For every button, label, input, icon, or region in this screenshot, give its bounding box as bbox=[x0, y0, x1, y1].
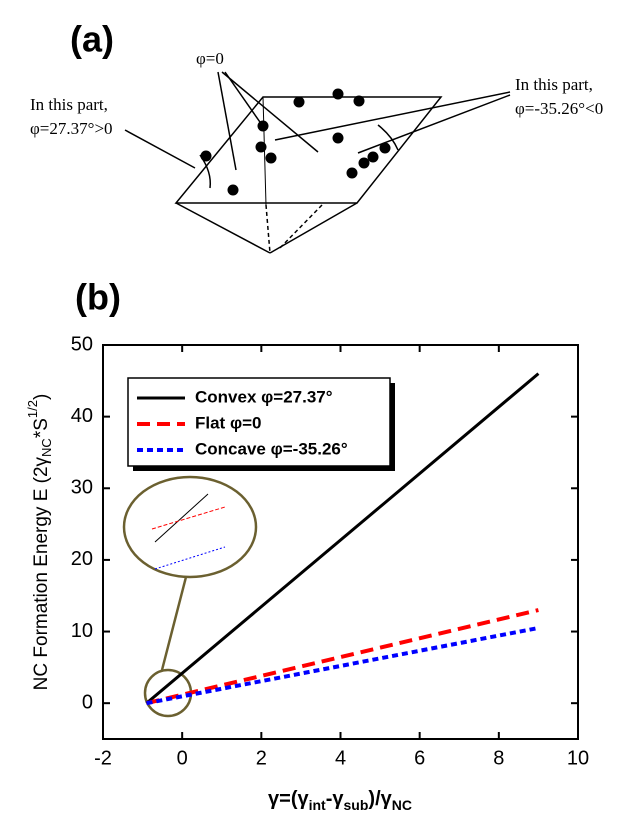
legend: Convex φ=27.37° Flat φ=0 Concave φ=-35.26° bbox=[127, 377, 395, 471]
x-tick-label: -2 bbox=[94, 747, 112, 769]
particles bbox=[200, 88, 391, 196]
y-tick-label: 40 bbox=[71, 405, 93, 427]
x-tick-label: 10 bbox=[567, 747, 589, 769]
left-label: In this part, bbox=[30, 95, 108, 114]
series-line bbox=[146, 608, 539, 706]
flat-label: φ=0 bbox=[196, 49, 224, 68]
x-tick-label: 8 bbox=[493, 747, 504, 769]
y-tick-label: 50 bbox=[71, 333, 93, 355]
right-label: φ=-35.26°<0 bbox=[515, 99, 603, 118]
x-tick-label: 2 bbox=[256, 747, 267, 769]
x-tick-label: 6 bbox=[414, 747, 425, 769]
right-label: In this part, bbox=[515, 75, 593, 94]
legend-label: Flat φ=0 bbox=[195, 413, 262, 432]
x-axis-label: γ=(γint-γsub)/γNC bbox=[268, 788, 412, 812]
y-tick-label: 0 bbox=[82, 691, 93, 713]
panel-label: (b) bbox=[75, 277, 121, 318]
arrows bbox=[124, 71, 511, 189]
zoom-lines bbox=[151, 493, 226, 570]
y-tick-label: 30 bbox=[71, 477, 93, 499]
legend-label: Concave φ=-35.26° bbox=[195, 439, 348, 458]
x-tick-label: 4 bbox=[335, 747, 346, 769]
y-tick-label: 10 bbox=[71, 620, 93, 642]
legend-label: Convex φ=27.37° bbox=[195, 387, 333, 406]
panel-label: (a) bbox=[70, 19, 114, 60]
y-tick-label: 20 bbox=[71, 548, 93, 570]
series-line bbox=[146, 625, 539, 706]
prism bbox=[174, 96, 443, 254]
series-line bbox=[145, 372, 540, 705]
x-tick-label: 0 bbox=[177, 747, 188, 769]
left-label: φ=27.37°>0 bbox=[30, 119, 113, 138]
y-axis-label: NC Formation Energy E (2γNC*S1/2) bbox=[25, 394, 54, 691]
